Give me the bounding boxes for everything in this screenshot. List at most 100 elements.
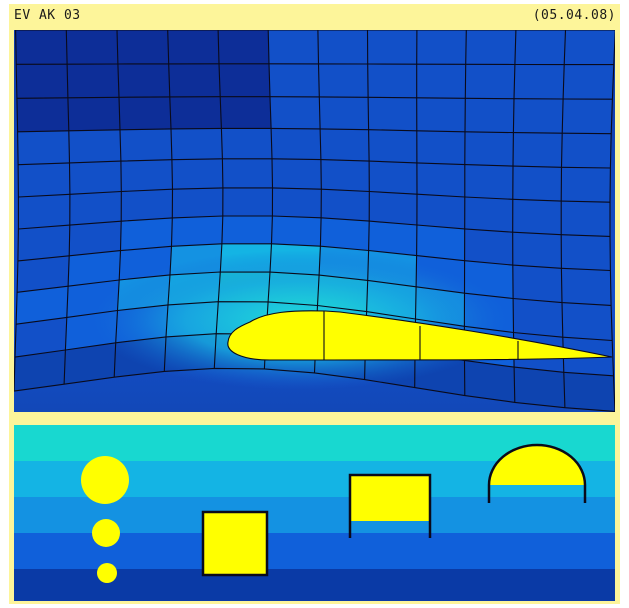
mesh-column-line	[113, 30, 122, 378]
mesh-cell	[222, 187, 273, 216]
mesh-cell	[369, 191, 417, 225]
mesh-cell	[512, 199, 562, 235]
mesh-cell	[119, 96, 171, 130]
mesh-column-line	[63, 30, 71, 385]
mesh-cell	[514, 64, 565, 99]
mesh-cell	[465, 98, 514, 133]
mesh-cell	[15, 317, 67, 358]
mesh-column-line	[560, 30, 567, 408]
mesh-cell	[121, 189, 173, 222]
mesh-cell	[514, 367, 565, 408]
mesh-cell	[64, 342, 116, 385]
mesh-cell	[117, 63, 170, 98]
mesh-cell	[17, 130, 70, 165]
mesh-cell	[271, 128, 321, 160]
mesh-cell	[171, 128, 223, 160]
mesh-cell	[66, 30, 118, 65]
mesh-cell	[18, 194, 70, 229]
mesh-cell	[221, 128, 272, 159]
mesh-cell	[14, 350, 66, 392]
mesh-cell	[167, 30, 219, 64]
mesh-cell	[416, 30, 467, 65]
mesh-cell	[367, 64, 417, 98]
header-title: EV AK 03	[14, 8, 81, 23]
mesh-cell	[271, 216, 322, 247]
mesh-cell	[416, 194, 465, 229]
mesh-cell	[120, 159, 173, 192]
mesh-cell	[16, 286, 69, 325]
mesh-cell	[15, 30, 68, 65]
mesh-cell	[320, 128, 370, 162]
mesh-cell	[369, 161, 417, 195]
half-filled-box-fill	[350, 475, 430, 521]
mesh-cell	[368, 221, 417, 256]
mesh-column-line	[213, 30, 224, 369]
shapes-panel	[14, 425, 615, 601]
mesh-cell	[512, 166, 562, 202]
mesh-cell	[416, 130, 465, 165]
mesh-cell	[319, 96, 369, 130]
mesh-cell	[512, 232, 562, 269]
mesh-cell	[220, 96, 272, 129]
mesh-cell	[416, 225, 465, 261]
mesh-cell	[69, 221, 122, 256]
mesh-cell	[562, 99, 613, 134]
mesh-cell	[169, 96, 222, 129]
mesh-cell	[320, 159, 370, 192]
mesh-cell	[513, 98, 564, 134]
mesh-cell	[416, 64, 466, 99]
mesh-cell	[120, 217, 173, 251]
mesh-cell	[117, 30, 169, 64]
mesh-cell	[321, 189, 370, 222]
mesh-cell	[563, 64, 614, 100]
mesh-cell	[368, 129, 417, 163]
half-filled-box-outline	[348, 473, 432, 538]
mesh-cell	[464, 131, 514, 167]
mesh-cell	[564, 30, 615, 65]
mesh-cell	[171, 216, 223, 247]
mesh-cell	[69, 161, 122, 195]
mesh-cell	[367, 30, 417, 65]
mesh-cell	[16, 97, 69, 132]
mesh-column-line	[263, 30, 274, 369]
half-filled-dome-outline	[487, 443, 587, 503]
mesh-cell	[368, 97, 417, 131]
mesh-cell	[171, 158, 223, 190]
mesh-cell	[168, 63, 221, 97]
mesh-cell	[562, 302, 613, 341]
medium-circle	[92, 519, 120, 547]
mesh-cell	[561, 268, 612, 306]
mesh-cell	[512, 265, 562, 303]
mesh-cell	[18, 162, 70, 197]
mesh-cell	[69, 191, 122, 226]
mesh-column-line	[163, 30, 174, 372]
mesh-cell	[269, 63, 320, 97]
mesh-cell	[68, 129, 121, 163]
mesh-cell	[416, 97, 466, 132]
mesh-cell	[561, 167, 611, 203]
mesh-cell	[514, 30, 566, 65]
mesh-cell	[416, 162, 465, 197]
mesh-cell	[17, 225, 70, 261]
mesh-cell	[318, 63, 369, 98]
mesh-cell	[172, 187, 223, 218]
mesh-cell	[67, 97, 120, 131]
mesh-cell	[268, 30, 319, 64]
large-circle	[81, 456, 129, 504]
mesh-cell	[464, 164, 513, 200]
filled-square	[201, 510, 269, 577]
mesh-cell	[317, 30, 368, 64]
mesh-cell	[17, 255, 70, 293]
flow-mesh-panel	[14, 30, 615, 412]
mesh-cell	[221, 216, 273, 244]
mesh-column-line	[14, 30, 19, 392]
mesh-cell	[561, 234, 611, 271]
mesh-cell	[465, 30, 516, 65]
mesh-cell	[68, 250, 121, 287]
mesh-cell	[218, 30, 269, 64]
mesh-cell	[16, 64, 68, 99]
mesh-cell	[561, 133, 612, 168]
small-circle	[97, 563, 117, 583]
